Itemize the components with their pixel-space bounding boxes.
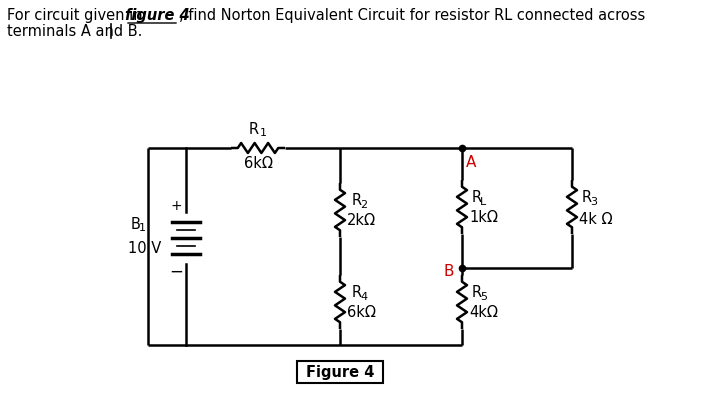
Text: terminals A and B.: terminals A and B. [7,24,142,39]
Text: 6kΩ: 6kΩ [347,305,376,320]
Text: 10 V: 10 V [128,241,162,256]
Text: R: R [352,192,362,207]
Text: , find Norton Equivalent Circuit for resistor RL connected across: , find Norton Equivalent Circuit for res… [179,8,645,23]
Text: L: L [480,197,486,207]
Text: −: − [169,263,183,281]
Text: 4k Ω: 4k Ω [579,212,613,227]
Text: +: + [170,199,182,213]
Text: figure 4: figure 4 [125,8,189,23]
Text: 5: 5 [480,292,487,302]
Text: R: R [249,122,259,137]
Text: 3: 3 [590,197,597,207]
Text: 2: 2 [360,200,367,210]
Text: 4kΩ: 4kΩ [469,305,498,320]
Text: 2kΩ: 2kΩ [347,212,376,228]
Text: 1: 1 [139,223,146,233]
Text: A: A [466,155,476,170]
Text: 1kΩ: 1kΩ [469,210,498,225]
Text: 6kΩ: 6kΩ [244,155,272,171]
Text: B: B [131,217,141,232]
Text: R: R [472,189,482,204]
Text: 4: 4 [360,292,367,302]
Text: R: R [352,285,362,300]
Text: For circuit given in: For circuit given in [7,8,147,23]
Text: R: R [582,189,592,204]
Text: 1: 1 [260,128,267,138]
Text: Figure 4: Figure 4 [306,365,374,380]
Text: R: R [472,285,482,300]
FancyBboxPatch shape [297,361,383,383]
Text: B: B [443,264,454,279]
